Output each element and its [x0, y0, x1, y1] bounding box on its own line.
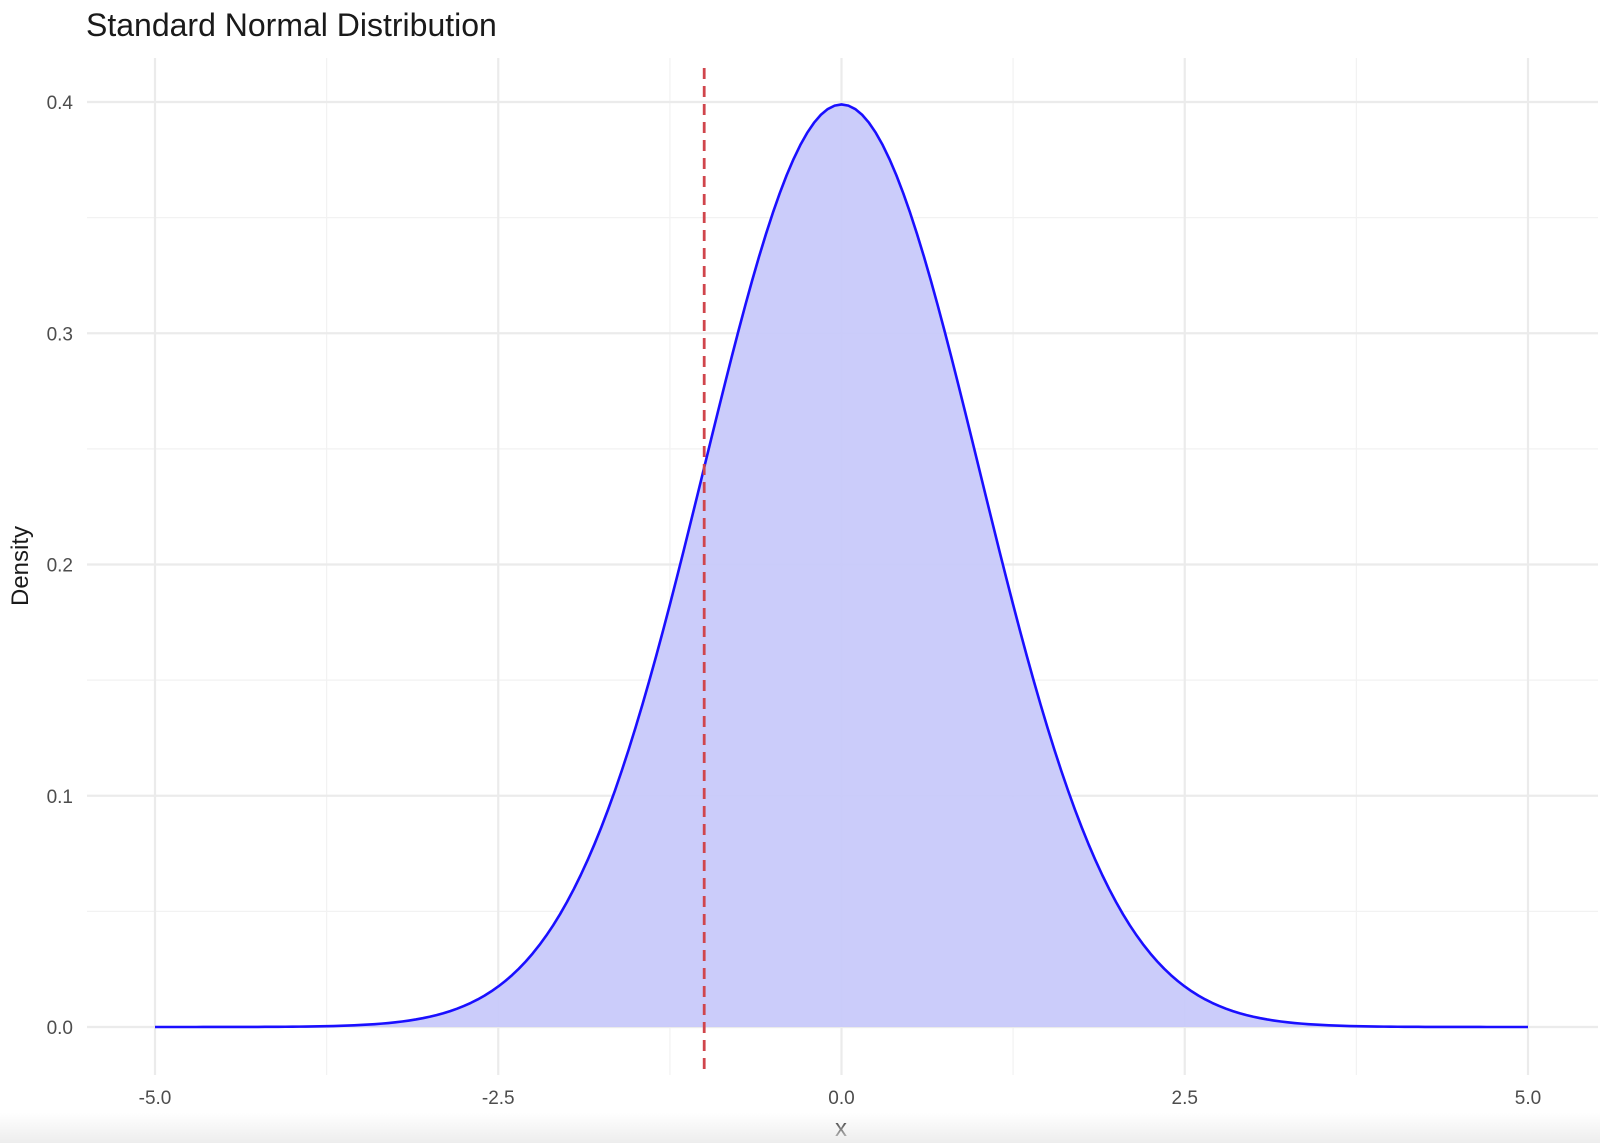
- grid-layer: [87, 58, 1598, 1075]
- y-axis-title: Density: [7, 526, 34, 606]
- x-tick-label-4: 5.0: [1515, 1088, 1541, 1109]
- bottom-shadow: [0, 1113, 1600, 1143]
- x-tick-label-0: -5.0: [139, 1088, 172, 1109]
- y-tick-label-4: 0.4: [47, 93, 74, 114]
- x-tick-label-2: 0.0: [828, 1088, 854, 1109]
- tick-label-layer: 0.0 0.1 0.2 0.3 0.4 -5.0 -2.5 0.0 2.5 5.0: [47, 93, 1542, 1109]
- y-tick-label-1: 0.1: [47, 787, 73, 808]
- x-tick-label-3: 2.5: [1172, 1088, 1198, 1109]
- density-area: [155, 104, 1528, 1027]
- density-line-layer: [155, 103, 1528, 1029]
- y-tick-label-3: 0.3: [47, 324, 73, 345]
- y-tick-label-2: 0.2: [47, 556, 73, 577]
- y-tick-label-0: 0.0: [47, 1018, 73, 1039]
- chart-title: Standard Normal Distribution: [86, 7, 497, 43]
- x-tick-label-1: -2.5: [482, 1088, 515, 1109]
- density-area-layer: [155, 104, 1528, 1027]
- density-curve: [155, 103, 1528, 1029]
